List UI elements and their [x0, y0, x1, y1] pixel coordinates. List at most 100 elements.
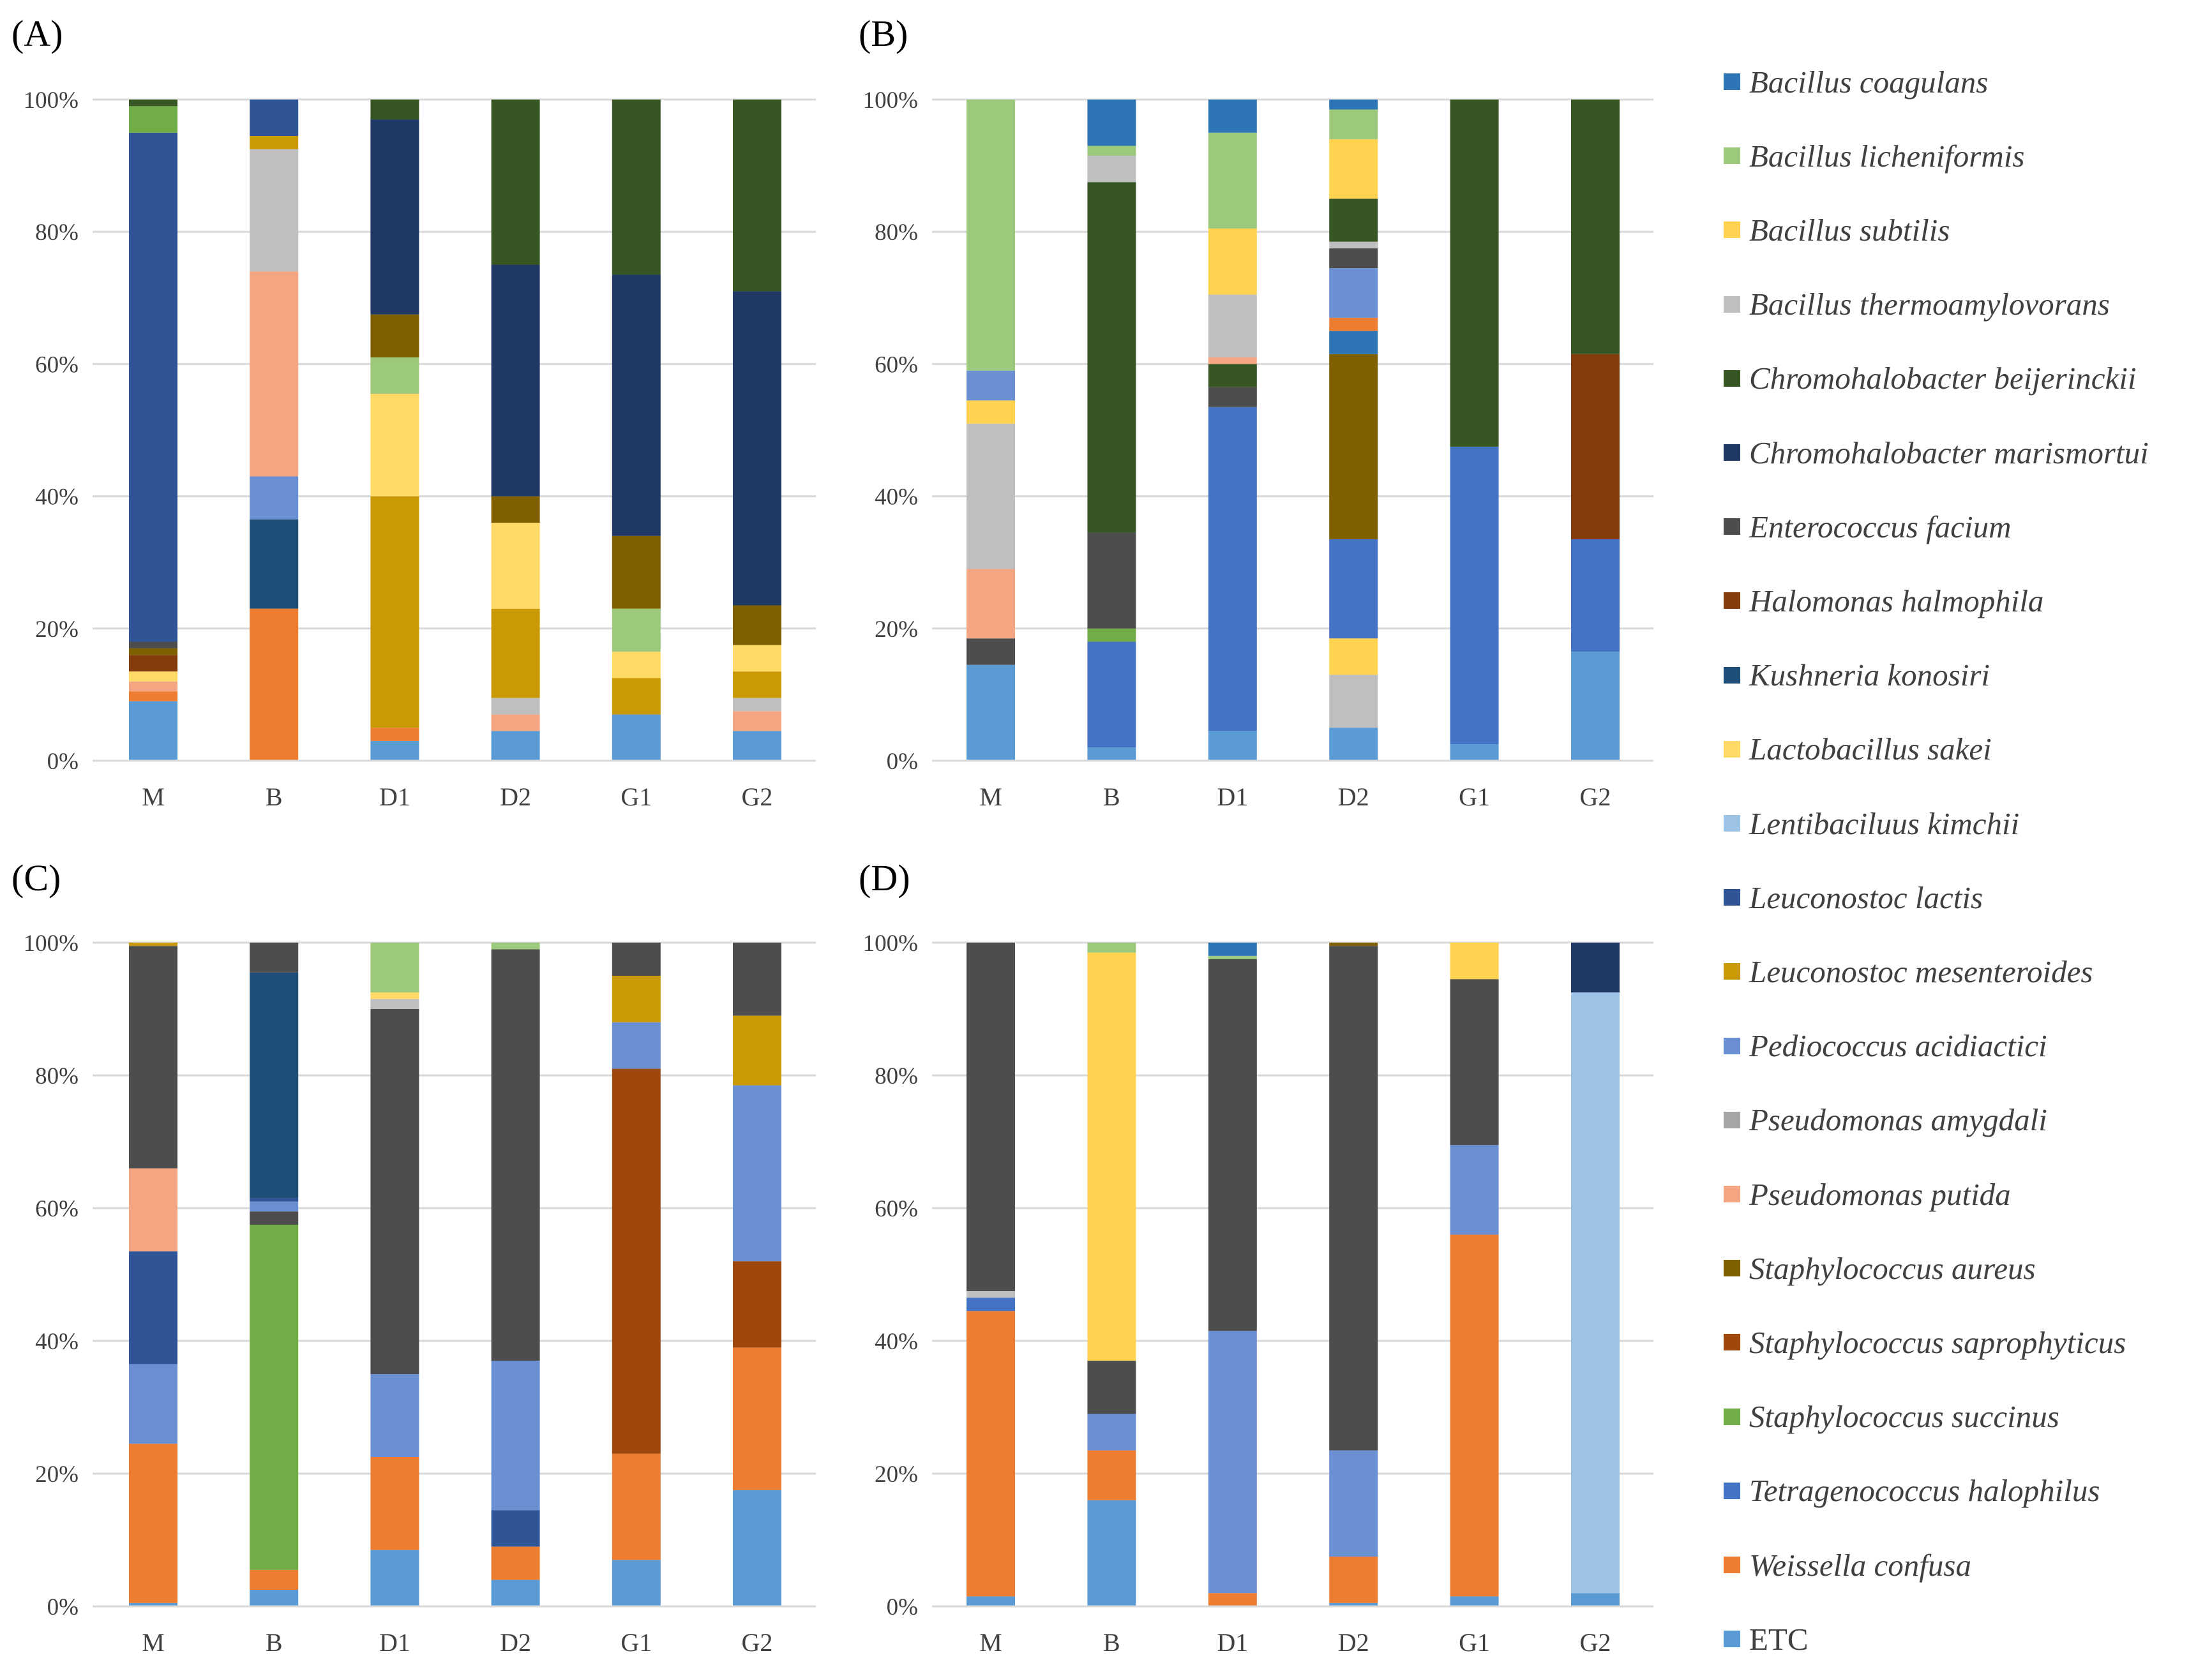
bar-segment-bacillus-subtilis — [1087, 952, 1136, 1361]
y-tick-label: 100% — [24, 87, 79, 114]
y-tick-label: 80% — [35, 1063, 79, 1089]
bar-segment-lactobacillus-sakei — [370, 992, 419, 999]
bar-segment-weissella-confusa — [370, 728, 419, 741]
bar-segment-enterococcus-facium — [612, 943, 661, 976]
x-tick-label: G2 — [1580, 1628, 1611, 1657]
legend-label: Staphylococcus succinus — [1749, 1399, 2059, 1435]
x-tick-label: B — [266, 782, 283, 811]
bar-segment-etc — [1087, 1500, 1136, 1606]
legend-item: Bacillus licheniformis — [1724, 137, 2024, 175]
legend-label: Lactobacillus sakei — [1749, 731, 1992, 767]
panel-b: (B) 0% 20% 40% 60% 80% 100% M B D1 D2 G1 G2 — [859, 13, 1653, 811]
legend-swatch — [1724, 444, 1740, 461]
bar-segment-leuconostoc-mesenteroides — [612, 678, 661, 715]
bar-segment-lactobacillus-sakei — [733, 645, 781, 672]
bar-segment-weissella-confusa — [129, 1444, 177, 1603]
panel-c: (C) 0% 20% 40% 60% 80% 100% M B D1 D2 G1 G2 — [11, 857, 816, 1657]
bar-segment-leuconostoc-lactis — [129, 1251, 177, 1364]
x-tick-label: B — [1103, 782, 1120, 811]
x-tick-label: D2 — [500, 782, 531, 811]
bar-segment-enterococcus-facium — [967, 638, 1015, 665]
bar-segment-etc — [733, 1490, 781, 1606]
x-tick-label: G2 — [742, 782, 773, 811]
bar-segment-tetragenococcus-halophilus — [967, 1297, 1015, 1312]
legend-swatch — [1724, 1111, 1740, 1128]
legend-swatch — [1724, 147, 1740, 165]
bar-segment-leuconostoc-lactis — [250, 100, 299, 136]
bar-segment-pediococcus-acidiactici — [1208, 1331, 1257, 1594]
bar-segment-chromohalobacter-beijerinckii — [1571, 100, 1620, 354]
bar-segment-enterococcus-facium — [370, 1009, 419, 1374]
legend-swatch — [1724, 518, 1740, 535]
y-tick-label: 100% — [863, 87, 918, 114]
bar-segment-staphylococcus-aureus — [370, 314, 419, 358]
bar-segment-chromohalobacter-marismortui — [1571, 943, 1620, 992]
bar-segment-weissella-confusa — [250, 1569, 299, 1590]
bar-segment-etc — [612, 1560, 661, 1606]
y-tick-label: 80% — [875, 220, 918, 246]
bar-segment-bacillus-licheniformis — [1208, 132, 1257, 229]
bar-segment-weissella-confusa — [129, 691, 177, 701]
bar-segment-leuconostoc-lactis — [250, 1198, 299, 1202]
y-tick-label: 20% — [35, 1461, 79, 1488]
bar-segment-etc — [1329, 728, 1378, 761]
legend-item: Chromohalobacter beijerinckii — [1724, 359, 2137, 398]
bar-segment-enterococcus-facium — [129, 641, 177, 648]
bar-segment-lentibaciluus-kimchii — [1571, 992, 1620, 1594]
legend-label: Bacillus thermoamylovorans — [1749, 287, 2110, 322]
x-tick-label: D1 — [379, 1628, 410, 1657]
y-tick-label: 0% — [887, 749, 918, 775]
bar-segment-etc — [491, 731, 540, 761]
bar-segment-enterococcus-facium — [1208, 387, 1257, 407]
y-tick-label: 40% — [35, 1329, 79, 1355]
legend-swatch — [1724, 1631, 1740, 1648]
bar-segment-pediococcus-acidiactici — [1087, 1414, 1136, 1451]
x-tick-label: B — [266, 1628, 283, 1657]
bar-segment-enterococcus-facium — [967, 943, 1015, 1291]
bar-segment-tetragenococcus-halophilus — [1329, 539, 1378, 639]
legend-item: Bacillus coagulans — [1724, 63, 1988, 101]
legend-label: Staphylococcus aureus — [1749, 1250, 2036, 1286]
bar-segment-bacillus-thermoamylovorans — [370, 999, 419, 1009]
panel-d: (D) 0% 20% 40% 60% 80% 100% M B D1 D2 G1 G2 — [859, 857, 1653, 1657]
bar-segment-kushneria-konosiri — [250, 972, 299, 1199]
bar-segment-pediococcus-acidiactici — [733, 1085, 781, 1262]
bar-segment-etc — [967, 664, 1015, 761]
legend-swatch — [1724, 1408, 1740, 1425]
bar-segment-enterococcus-facium — [1329, 946, 1378, 1451]
legend-label: Bacillus licheniformis — [1749, 138, 2025, 174]
bar-segment-bacillus-subtilis — [1329, 139, 1378, 199]
y-tick-label: 0% — [47, 1594, 79, 1620]
bar-segment-pediococcus-acidiactici — [491, 1361, 540, 1511]
bar-segment-etc — [1571, 1593, 1620, 1606]
legend-item: Kushneria konosiri — [1724, 656, 1990, 694]
bar-segment-leuconostoc-mesenteroides — [733, 671, 781, 698]
y-tick-label: 20% — [875, 617, 918, 643]
bar-segment-pseudomonas-putida — [491, 714, 540, 731]
legend-label: Chromohalobacter beijerinckii — [1749, 361, 2137, 396]
bar-segment-etc — [129, 701, 177, 761]
bar-segment-staphylococcus-aureus — [1329, 943, 1378, 946]
bar-segment-bacillus-thermoamylovorans — [250, 149, 299, 272]
bar-segment-etc — [1087, 747, 1136, 761]
bar-segment-chromohalobacter-beijerinckii — [733, 100, 781, 292]
bar-segment-pediococcus-acidiactici — [250, 476, 299, 520]
legend-label: Chromohalobacter marismortui — [1749, 435, 2149, 470]
bar-segment-bacillus-subtilis — [1329, 638, 1378, 675]
legend-swatch — [1724, 963, 1740, 980]
bar-segment-pediococcus-acidiactici — [129, 1364, 177, 1444]
bar-segment-lactobacillus-sakei — [612, 652, 661, 678]
bar-segment-weissella-confusa — [1450, 1234, 1499, 1597]
legend-label: Weissella confusa — [1749, 1547, 1971, 1583]
bar-segment-weissella-confusa — [1087, 1450, 1136, 1500]
bar-segment-bacillus-subtilis — [967, 400, 1015, 424]
legend-swatch — [1724, 1037, 1740, 1054]
legend-label: Leuconostoc lactis — [1749, 879, 1983, 915]
panel-label: (B) — [859, 13, 908, 54]
bar-segment-bacillus-licheniformis — [612, 608, 661, 652]
legend-swatch — [1724, 592, 1740, 609]
bar-segment-enterococcus-facium — [250, 1211, 299, 1225]
legend-label: Kushneria konosiri — [1749, 657, 1990, 693]
bar-segment-etc — [370, 740, 419, 761]
legend-label: Pseudomonas amygdali — [1749, 1102, 2047, 1138]
